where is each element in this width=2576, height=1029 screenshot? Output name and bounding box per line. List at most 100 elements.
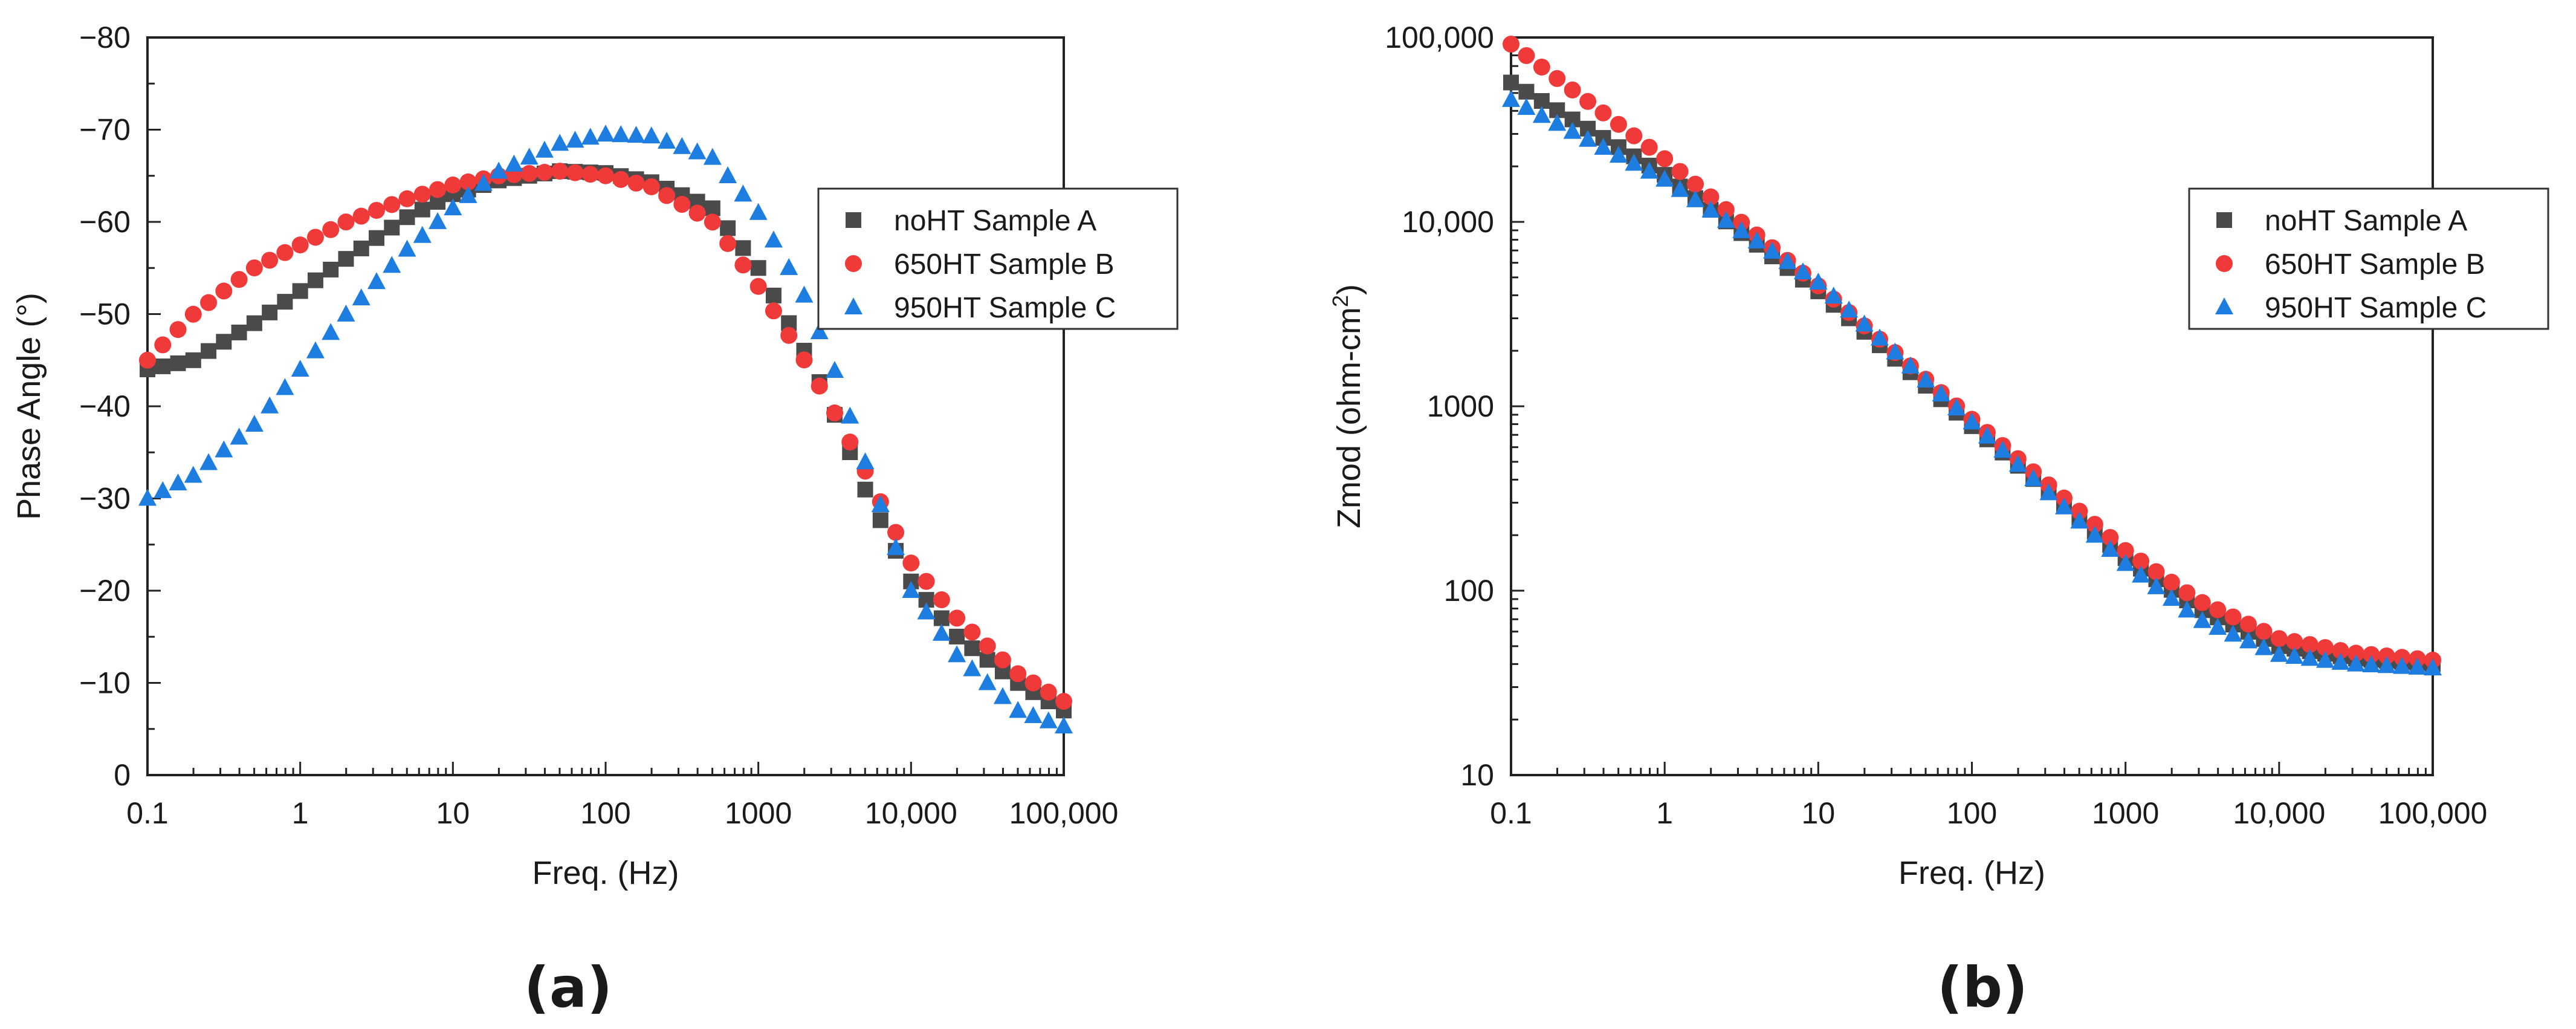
legend-marker: [844, 297, 862, 314]
data-point: [138, 489, 157, 506]
data-point: [230, 271, 248, 288]
data-point: [1579, 93, 1597, 110]
data-point: [1055, 693, 1072, 710]
data-point: [215, 282, 233, 300]
data-point: [1732, 221, 1751, 238]
series-3: [1502, 89, 2442, 676]
data-point: [2024, 469, 2043, 486]
x-tick-label: 1000: [725, 796, 792, 830]
data-point: [872, 512, 888, 528]
data-point: [1640, 138, 1658, 156]
data-point: [993, 687, 1012, 704]
data-point: [551, 163, 569, 180]
data-point: [262, 304, 278, 320]
data-point: [1917, 370, 1935, 388]
data-point: [261, 396, 279, 414]
data-point: [2255, 623, 2273, 640]
data-point: [322, 323, 340, 340]
x-tick-label: 100: [580, 796, 630, 830]
data-point: [1594, 137, 1613, 155]
data-point: [887, 524, 905, 541]
data-point: [2117, 542, 2134, 559]
data-point: [1549, 70, 1566, 87]
data-point: [856, 452, 875, 470]
data-point: [429, 181, 447, 198]
x-tick-label: 100: [1947, 796, 1997, 830]
data-point: [1686, 190, 1704, 207]
data-point: [917, 602, 936, 620]
data-point: [398, 239, 416, 257]
data-point: [1564, 81, 1581, 99]
data-point: [2239, 631, 2257, 649]
data-point: [505, 154, 523, 172]
data-point: [566, 131, 584, 148]
legend-box: [817, 187, 1179, 330]
y-tick-label: −50: [79, 297, 131, 331]
data-point: [184, 305, 202, 323]
data-point: [1024, 674, 1042, 692]
data-point: [642, 178, 660, 195]
x-tick-label: 100,000: [1009, 796, 1119, 830]
data-point: [231, 324, 247, 340]
data-point: [887, 538, 905, 556]
data-point: [2055, 497, 2073, 514]
x-tick-label: 100,000: [2378, 796, 2488, 830]
data-point: [1717, 201, 1735, 218]
data-point: [277, 294, 293, 310]
data-point: [398, 190, 416, 207]
data-point: [338, 251, 354, 267]
data-point: [627, 126, 646, 143]
data-point: [688, 204, 706, 222]
y-tick-label: −20: [79, 574, 131, 608]
data-point: [246, 315, 262, 331]
x-tick-label: 10: [1802, 796, 1836, 830]
data-point: [2102, 528, 2119, 546]
data-point: [979, 637, 996, 655]
data-point: [749, 278, 767, 295]
data-point: [155, 358, 171, 374]
data-point: [276, 244, 294, 261]
data-point: [902, 581, 921, 598]
data-point: [673, 196, 691, 213]
data-point: [857, 481, 873, 498]
data-point: [459, 173, 477, 190]
legend-label: 650HT Sample B: [2265, 248, 2485, 281]
data-point: [1055, 716, 1073, 734]
data-point: [948, 609, 966, 627]
data-point: [658, 187, 676, 204]
data-point: [291, 236, 309, 254]
data-point: [949, 628, 965, 644]
data-point: [2301, 636, 2319, 654]
data-point: [720, 220, 736, 236]
data-point: [474, 174, 493, 191]
data-point: [369, 230, 384, 246]
data-point: [199, 453, 218, 470]
data-point: [261, 252, 279, 269]
data-point: [581, 166, 599, 183]
legend-marker: [846, 212, 861, 228]
y-tick-label: −70: [79, 113, 131, 147]
data-point: [2132, 565, 2150, 583]
data-point: [154, 481, 172, 498]
data-point: [1901, 356, 1920, 374]
data-point: [444, 198, 462, 216]
data-point: [2163, 574, 2180, 591]
legend-label: 950HT Sample C: [2265, 292, 2487, 324]
data-point: [1024, 706, 1043, 723]
y-axis-title: Zmod (ohm-cm2): [1328, 284, 1367, 528]
data-point: [337, 213, 355, 231]
data-point: [795, 351, 813, 369]
data-point: [2285, 647, 2304, 664]
data-point: [780, 258, 798, 275]
data-point: [642, 126, 661, 144]
data-point: [1747, 231, 1766, 248]
data-point: [841, 406, 859, 424]
data-point: [978, 673, 997, 690]
data-point: [902, 554, 920, 572]
data-point: [597, 167, 614, 184]
x-tick-label: 0.1: [1490, 796, 1532, 830]
data-point: [1517, 98, 1536, 115]
data-point: [200, 294, 218, 311]
data-point: [216, 334, 232, 350]
data-point: [2101, 540, 2120, 557]
